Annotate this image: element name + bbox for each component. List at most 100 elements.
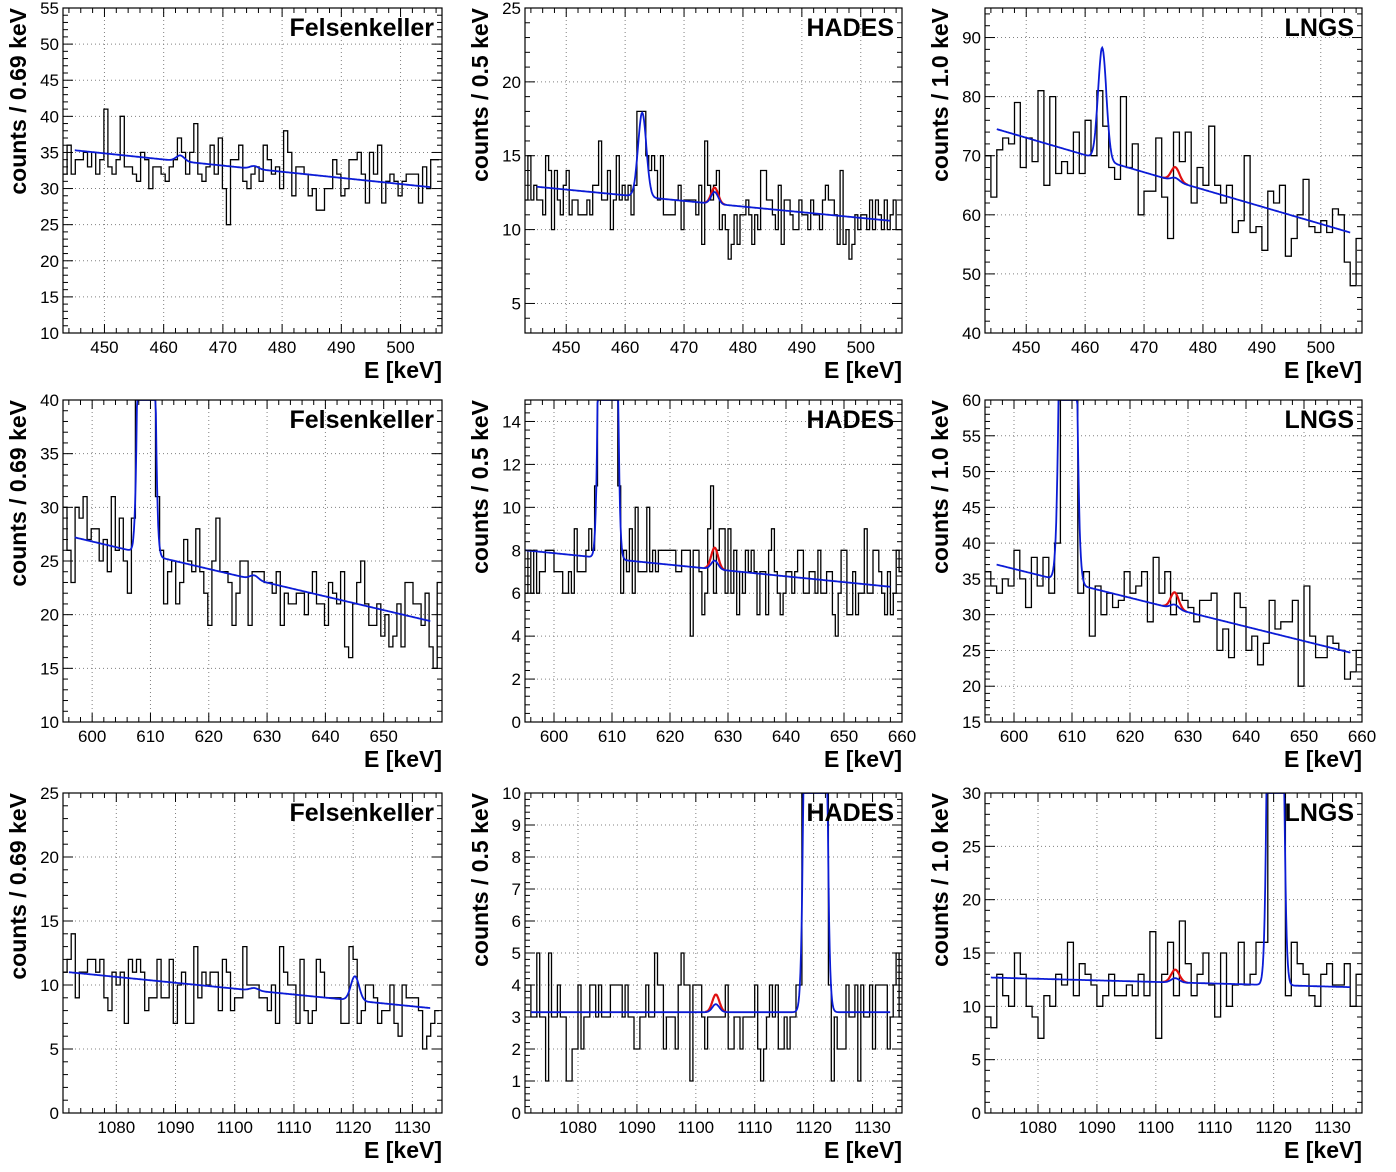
candidate-peak-fit	[1162, 591, 1188, 613]
x-tick-label: 1130	[394, 1118, 431, 1137]
x-tick-label: 500	[1307, 338, 1335, 357]
x-tick-label: 460	[149, 338, 177, 357]
x-tick-label: 1120	[795, 1118, 832, 1137]
panel-7: 1080 1090 1100 1110 1120 1130 0 5 10 15 20 25 Felsen…	[5, 784, 443, 1163]
x-tick-label: 500	[386, 338, 414, 357]
y-tick-label: 5	[50, 1040, 59, 1059]
x-axis-label: E [keV]	[1284, 1137, 1362, 1163]
y-tick-label: 2	[512, 670, 521, 689]
y-axis	[525, 403, 902, 723]
y-tick-label: 15	[962, 713, 981, 732]
y-tick-label: 20	[40, 848, 59, 867]
panel-5: 600 610 620 630 640 650 660 0 2 4 6 8 10 12 14 HADES E […	[467, 399, 916, 772]
x-tick-label: 450	[552, 338, 580, 357]
grid	[63, 400, 442, 722]
panel-title: Felsenkeller	[289, 406, 434, 434]
y-tick-label: 15	[962, 944, 981, 963]
y-tick-label: 10	[502, 221, 521, 240]
x-tick-label: 1120	[1255, 1118, 1292, 1137]
panel-9: 1080 1090 1100 1110 1120 1130 0 5 10 15 20 25 30 LNGS…	[927, 784, 1363, 1163]
y-tick-label: 10	[502, 498, 521, 517]
x-tick-label: 460	[1071, 338, 1099, 357]
y-tick-label: 40	[40, 391, 59, 410]
panel-6: 600 610 620 630 640 650 660 15 20 25 30 35 40 45 50 55 6…	[927, 391, 1376, 772]
y-tick-label: 50	[962, 463, 981, 482]
x-tick-label: 1090	[1078, 1118, 1116, 1137]
x-axis-label: E [keV]	[824, 1137, 902, 1163]
x-tick-label: 480	[729, 338, 757, 357]
y-axis-label: counts / 1.0 keV	[927, 7, 953, 182]
x-tick-label: 610	[1058, 727, 1086, 746]
panel-title: Felsenkeller	[289, 799, 434, 827]
y-axis	[63, 792, 442, 1114]
y-tick-label: 20	[962, 891, 981, 910]
x-tick-label: 650	[1290, 727, 1318, 746]
plot-frame	[62, 792, 443, 1114]
x-tick-label: 480	[1189, 338, 1217, 357]
x-tick-label: 1110	[737, 1118, 772, 1137]
candidate-peak-fit	[704, 546, 726, 572]
x-axis	[990, 400, 1363, 722]
histogram	[63, 400, 442, 669]
y-tick-label: 40	[962, 534, 981, 553]
y-tick-label: 8	[512, 848, 521, 867]
x-axis	[68, 8, 437, 333]
histogram	[985, 793, 1362, 1039]
fit-curve	[525, 400, 891, 588]
y-axis-label: counts / 0.69 keV	[5, 792, 31, 979]
x-axis-label: E [keV]	[364, 1137, 442, 1163]
y-tick-label: 15	[40, 912, 59, 931]
y-tick-label: 10	[40, 324, 59, 343]
y-tick-label: 25	[962, 641, 981, 660]
fit-curve	[74, 400, 431, 622]
y-tick-label: 45	[40, 71, 59, 90]
y-tick-label: 60	[962, 391, 981, 410]
y-tick-label: 35	[40, 143, 59, 162]
panel-3: 450 460 470 480 490 500 40 50 60 70 80 90 LNGS E [keV…	[927, 7, 1363, 383]
panel-4: 600 610 620 630 640 650 10 15 20 25 30 35 40 Felsenke…	[5, 391, 443, 772]
y-tick-label: 2	[512, 1040, 521, 1059]
x-tick-label: 600	[540, 727, 568, 746]
y-tick-label: 45	[962, 498, 981, 517]
y-tick-label: 10	[502, 784, 521, 803]
y-tick-label: 10	[40, 713, 59, 732]
y-tick-label: 35	[40, 445, 59, 464]
y-tick-label: 80	[962, 88, 981, 107]
x-tick-label: 1120	[335, 1118, 372, 1137]
x-tick-label: 640	[1232, 727, 1260, 746]
grid	[63, 8, 442, 333]
grid	[63, 793, 442, 1113]
y-tick-label: 25	[502, 0, 521, 18]
y-tick-label: 60	[962, 206, 981, 225]
y-axis-label: counts / 0.69 keV	[5, 7, 31, 194]
y-tick-label: 15	[40, 659, 59, 678]
y-tick-label: 0	[50, 1104, 59, 1123]
y-tick-label: 8	[512, 541, 521, 560]
x-tick-label: 470	[1130, 338, 1158, 357]
y-tick-label: 10	[40, 976, 59, 995]
x-tick-label: 650	[370, 727, 398, 746]
panel-title: LNGS	[1285, 14, 1354, 42]
y-tick-label: 3	[512, 1008, 521, 1027]
x-tick-label: 1130	[1314, 1118, 1351, 1137]
x-axis	[990, 8, 1357, 333]
x-tick-label: 610	[136, 727, 164, 746]
y-tick-label: 5	[512, 294, 521, 313]
y-tick-label: 12	[502, 455, 521, 474]
y-tick-label: 9	[512, 816, 521, 835]
x-axis-label: E [keV]	[1284, 357, 1362, 383]
x-tick-label: 1090	[157, 1118, 195, 1137]
x-tick-label: 480	[268, 338, 296, 357]
x-tick-label: 660	[888, 727, 916, 746]
x-tick-label: 660	[1348, 727, 1376, 746]
y-tick-label: 15	[40, 288, 59, 307]
y-axis-label: counts / 1.0 keV	[927, 792, 953, 967]
panel-8: 1080 1090 1100 1110 1120 1130 0 1 2 3 4 5 6 7 8 9 10 HADE…	[467, 784, 903, 1163]
y-tick-label: 0	[512, 1104, 521, 1123]
y-tick-label: 30	[40, 498, 59, 517]
x-tick-label: 470	[670, 338, 698, 357]
x-tick-label: 640	[772, 727, 800, 746]
x-tick-label: 500	[847, 338, 875, 357]
